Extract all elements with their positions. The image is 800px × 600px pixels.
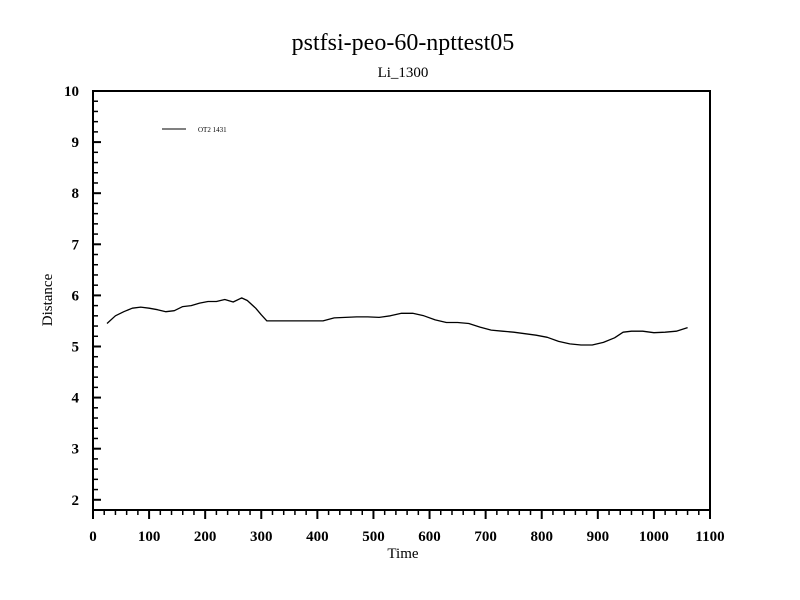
y-tick-label: 5	[72, 339, 80, 355]
y-tick-label: 9	[72, 135, 80, 151]
series-line	[106, 297, 688, 346]
x-axis-label: Time	[387, 546, 418, 562]
x-tick-label: 1000	[639, 529, 669, 545]
x-tick-label: 900	[587, 529, 610, 545]
y-tick-label: 4	[72, 391, 80, 407]
y-tick-label: 3	[72, 442, 80, 458]
x-tick-label: 0	[89, 529, 97, 545]
x-tick-label: 700	[474, 529, 497, 545]
y-tick-label: 10	[64, 84, 79, 100]
x-tick-label: 800	[530, 529, 553, 545]
y-axis-label: Distance	[40, 273, 56, 326]
x-tick-label: 1100	[695, 529, 724, 545]
y-tick-label: 8	[72, 186, 80, 202]
x-tick-label: 400	[306, 529, 329, 545]
y-tick-label: 6	[72, 288, 80, 304]
chart-title: pstfsi-peo-60-npttest05	[292, 30, 515, 56]
chart-subtitle: Li_1300	[378, 65, 429, 81]
legend-label: OT2 1431	[198, 126, 227, 134]
x-tick-label: 600	[418, 529, 441, 545]
x-tick-label: 200	[194, 529, 217, 545]
y-tick-label: 7	[72, 237, 80, 253]
x-tick-label: 300	[250, 529, 273, 545]
y-tick-label: 2	[72, 493, 80, 509]
plot-frame	[92, 90, 711, 511]
x-tick-label: 500	[362, 529, 385, 545]
x-tick-label: 100	[138, 529, 161, 545]
